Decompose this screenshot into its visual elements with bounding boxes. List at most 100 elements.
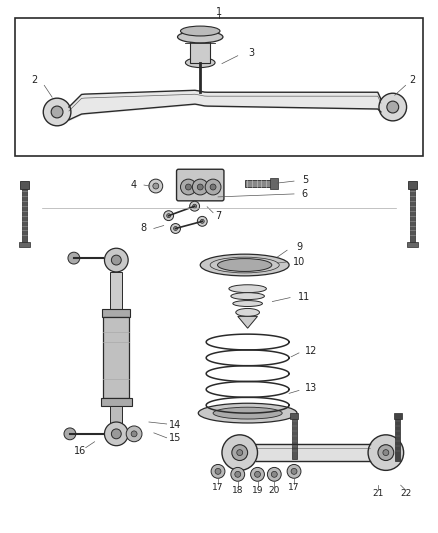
Circle shape — [51, 106, 63, 118]
Text: 1: 1 — [216, 7, 222, 17]
Circle shape — [105, 248, 128, 272]
Ellipse shape — [200, 254, 289, 276]
Ellipse shape — [218, 259, 272, 271]
Text: 12: 12 — [305, 346, 317, 356]
Circle shape — [291, 469, 297, 474]
Circle shape — [64, 428, 76, 440]
Text: 7: 7 — [215, 211, 221, 221]
Bar — [101, 398, 132, 406]
Bar — [270, 178, 278, 189]
Bar — [110, 406, 122, 426]
Circle shape — [254, 471, 261, 477]
Ellipse shape — [231, 293, 265, 300]
Text: 2: 2 — [410, 75, 416, 85]
Ellipse shape — [229, 285, 266, 293]
Text: 15: 15 — [170, 433, 182, 443]
Bar — [410, 189, 416, 243]
Circle shape — [387, 101, 399, 113]
Circle shape — [211, 464, 225, 478]
Circle shape — [222, 435, 258, 471]
Circle shape — [198, 216, 207, 227]
Circle shape — [197, 184, 203, 190]
Circle shape — [271, 471, 277, 477]
Circle shape — [231, 467, 245, 481]
Circle shape — [210, 184, 216, 190]
Text: 10: 10 — [293, 257, 305, 267]
Bar — [103, 317, 129, 398]
Bar — [110, 272, 122, 310]
Bar — [406, 243, 418, 247]
Ellipse shape — [198, 403, 297, 423]
Circle shape — [379, 93, 406, 121]
Text: 17: 17 — [212, 483, 224, 491]
Text: 18: 18 — [232, 486, 244, 495]
Circle shape — [378, 445, 394, 461]
Text: 20: 20 — [268, 486, 280, 495]
Ellipse shape — [213, 407, 282, 419]
Circle shape — [287, 464, 301, 478]
Bar — [395, 419, 400, 461]
Circle shape — [368, 435, 404, 471]
Text: 21: 21 — [372, 489, 384, 498]
Text: 14: 14 — [170, 420, 182, 430]
Text: 5: 5 — [302, 175, 308, 185]
Circle shape — [180, 179, 196, 195]
Circle shape — [111, 429, 121, 439]
Circle shape — [205, 179, 221, 195]
Circle shape — [171, 223, 180, 233]
Text: 3: 3 — [248, 48, 254, 58]
Text: 4: 4 — [131, 180, 137, 190]
Bar — [21, 189, 28, 243]
Ellipse shape — [180, 26, 220, 36]
Ellipse shape — [185, 58, 215, 68]
Circle shape — [232, 445, 247, 461]
Bar — [20, 181, 29, 189]
Circle shape — [173, 227, 177, 230]
Polygon shape — [238, 317, 258, 328]
Ellipse shape — [233, 301, 262, 306]
Circle shape — [167, 214, 171, 217]
Text: 22: 22 — [400, 489, 411, 498]
Circle shape — [131, 431, 137, 437]
Circle shape — [43, 98, 71, 126]
Bar — [394, 413, 402, 419]
Bar — [14, 18, 424, 156]
Circle shape — [251, 467, 265, 481]
Bar — [191, 37, 210, 62]
Circle shape — [111, 255, 121, 265]
Circle shape — [68, 252, 80, 264]
Circle shape — [215, 469, 221, 474]
Circle shape — [200, 220, 204, 223]
Text: 11: 11 — [298, 292, 310, 302]
Text: 16: 16 — [74, 446, 86, 456]
Circle shape — [235, 471, 241, 477]
Bar — [18, 243, 30, 247]
Ellipse shape — [236, 309, 259, 317]
Circle shape — [185, 184, 191, 190]
Circle shape — [193, 204, 197, 208]
FancyBboxPatch shape — [177, 169, 224, 201]
Bar — [408, 181, 417, 189]
Ellipse shape — [177, 31, 223, 43]
Text: 17: 17 — [288, 483, 300, 491]
Text: 2: 2 — [31, 75, 38, 85]
Circle shape — [383, 450, 389, 456]
Circle shape — [126, 426, 142, 442]
Bar — [292, 419, 297, 458]
Bar — [102, 310, 130, 317]
Bar — [245, 180, 274, 187]
Circle shape — [153, 183, 159, 189]
Circle shape — [192, 179, 208, 195]
Text: 13: 13 — [305, 383, 317, 393]
Circle shape — [190, 201, 200, 211]
Circle shape — [164, 211, 173, 221]
Circle shape — [237, 450, 243, 456]
Text: 8: 8 — [140, 223, 146, 233]
Text: 9: 9 — [296, 242, 302, 252]
Circle shape — [149, 179, 163, 193]
Text: 6: 6 — [302, 189, 308, 199]
Text: 19: 19 — [252, 486, 263, 495]
Bar — [290, 413, 298, 419]
Circle shape — [267, 467, 281, 481]
Circle shape — [105, 422, 128, 446]
